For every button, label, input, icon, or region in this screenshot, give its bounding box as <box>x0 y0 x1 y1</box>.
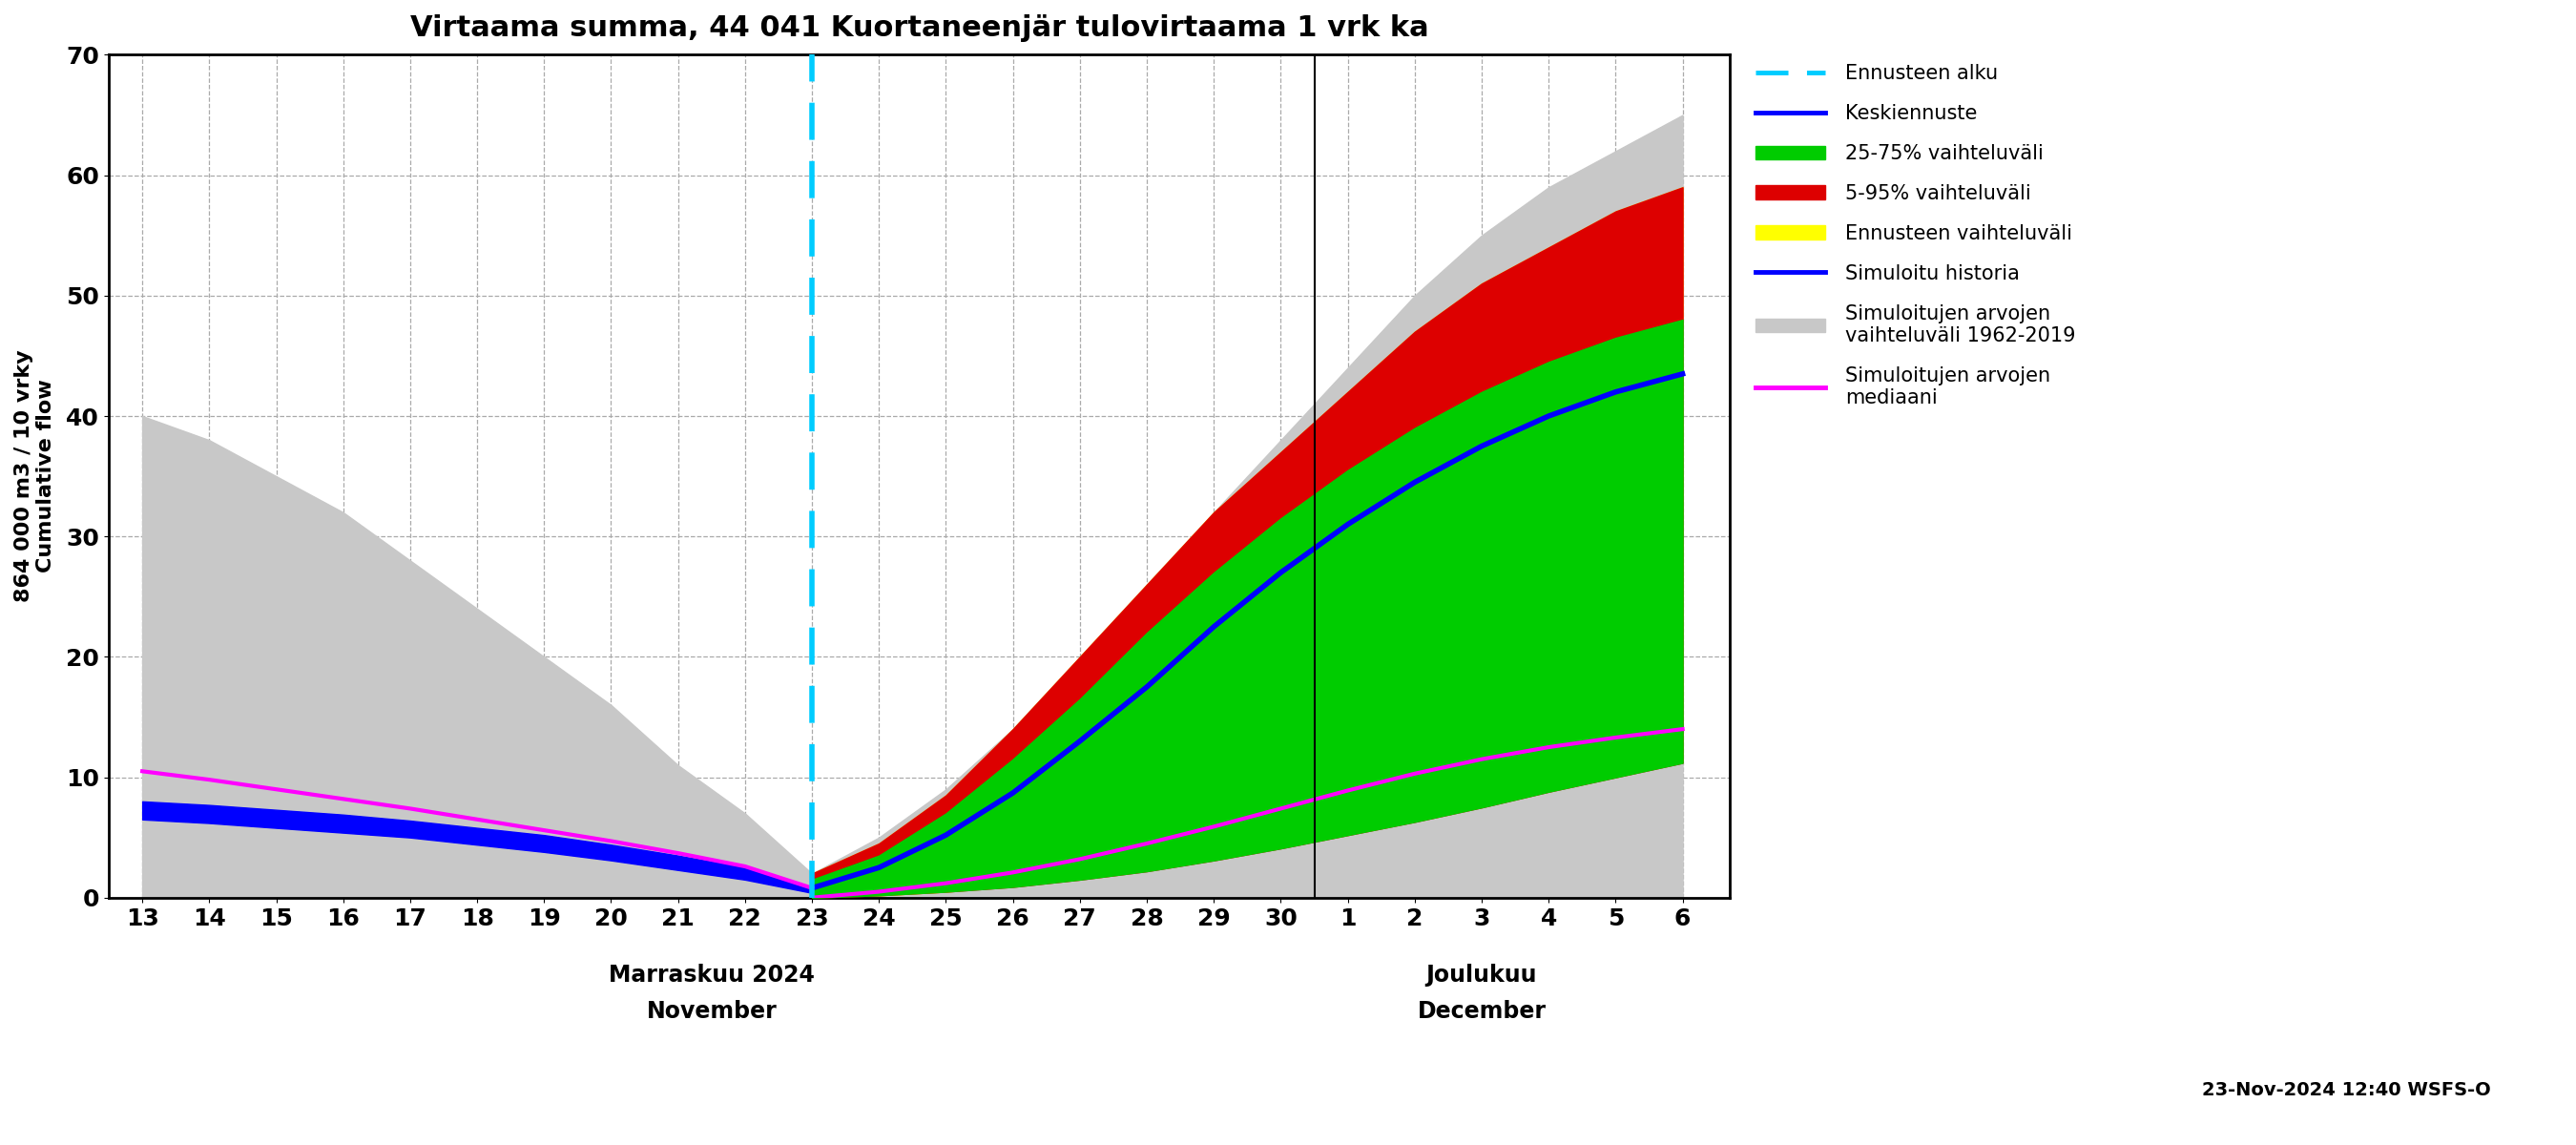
Title: Virtaama summa, 44 041 Kuortaneenjär tulovirtaama 1 vrk ka: Virtaama summa, 44 041 Kuortaneenjär tul… <box>410 14 1430 42</box>
Text: Joulukuu: Joulukuu <box>1427 964 1538 987</box>
Text: December: December <box>1417 1000 1546 1022</box>
Text: November: November <box>647 1000 778 1022</box>
Text: Marraskuu 2024: Marraskuu 2024 <box>608 964 814 987</box>
Y-axis label: 864 000 m3 / 10 vrky
Cumulative flow: 864 000 m3 / 10 vrky Cumulative flow <box>15 350 57 602</box>
Text: 23-Nov-2024 12:40 WSFS-O: 23-Nov-2024 12:40 WSFS-O <box>2202 1081 2491 1099</box>
Legend: Ennusteen alku, Keskiennuste, 25-75% vaihteluväli, 5-95% vaihteluväli, Ennusteen: Ennusteen alku, Keskiennuste, 25-75% vai… <box>1747 56 2084 416</box>
